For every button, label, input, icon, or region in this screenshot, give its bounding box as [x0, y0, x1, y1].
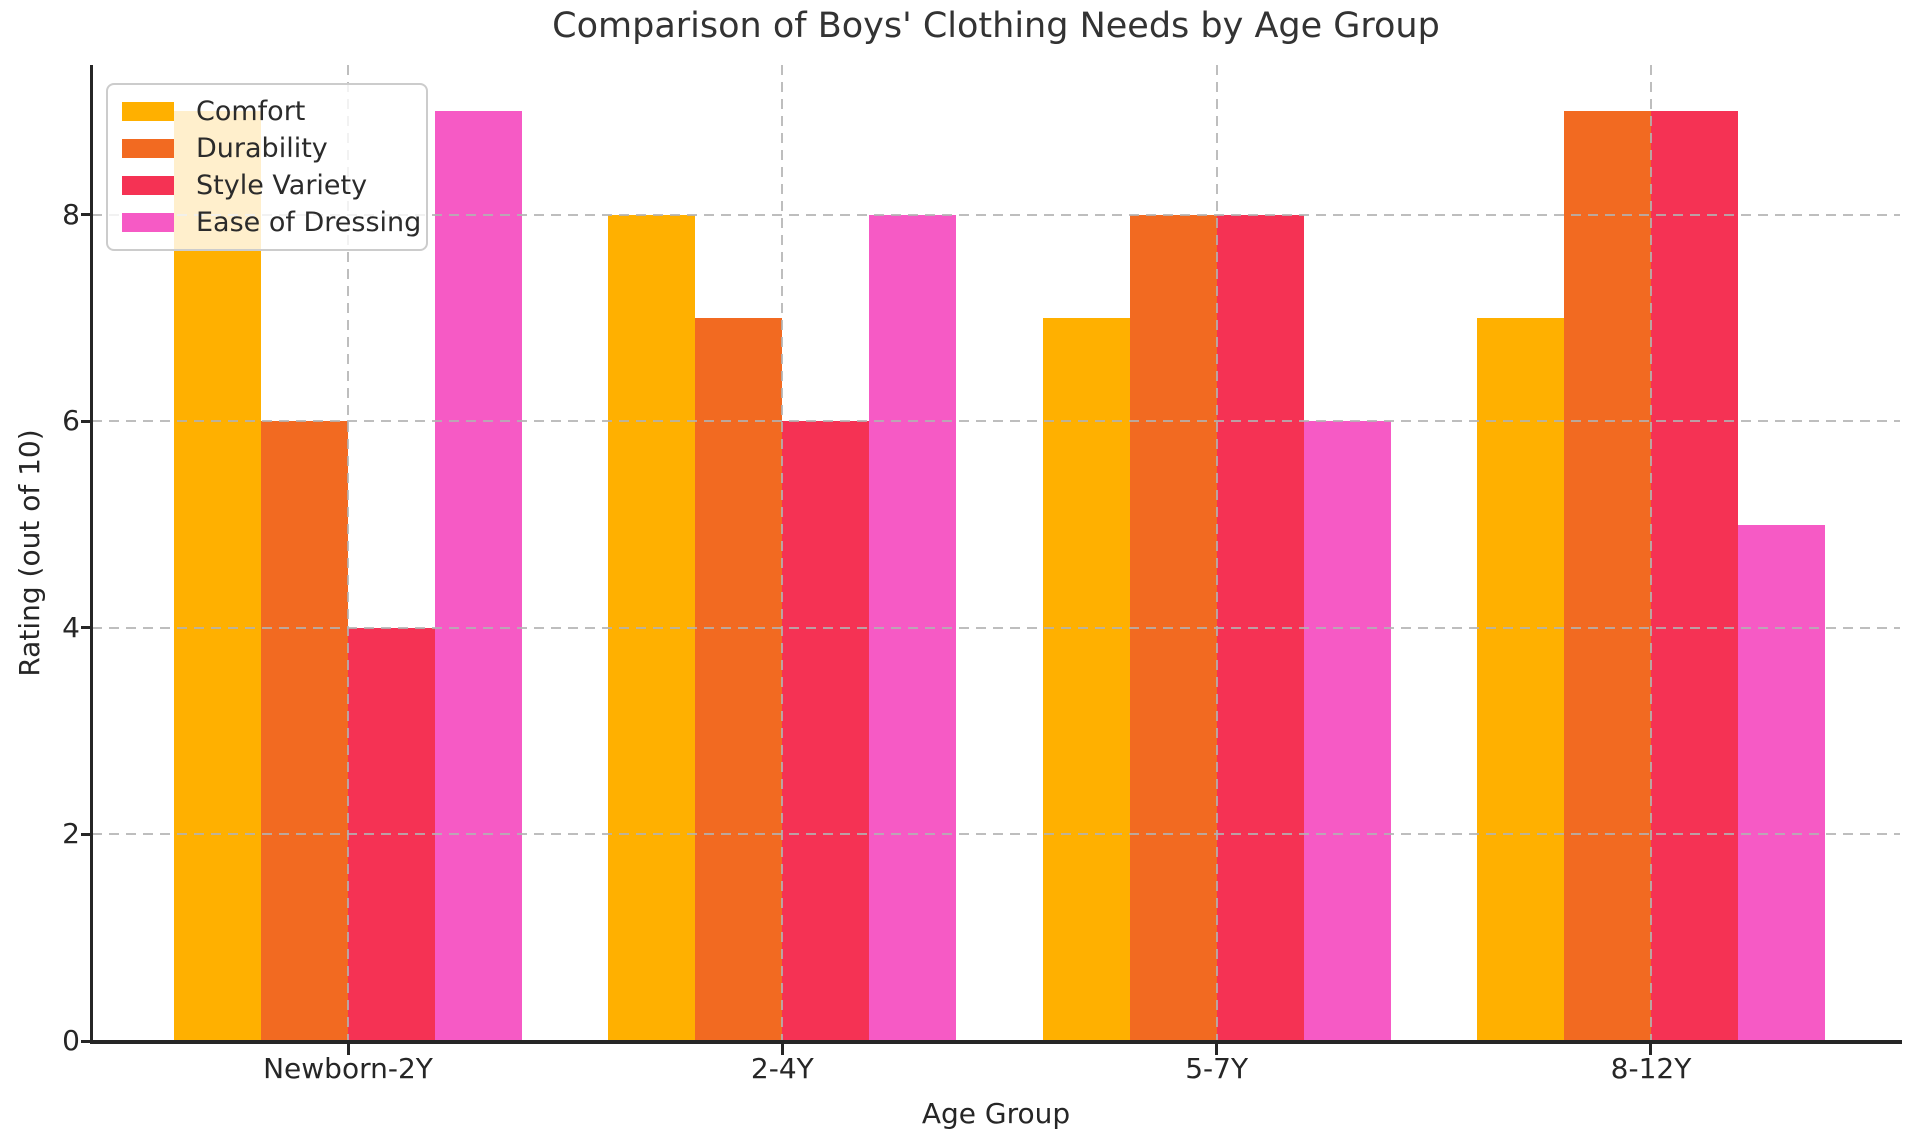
- gridline-x-Newborn-2Y: [347, 65, 349, 1041]
- y-tick-label-8: 8: [62, 197, 80, 231]
- gridline-x-5-7Y: [1215, 65, 1218, 1041]
- y-axis-spine: [90, 65, 93, 1044]
- legend-label-durability: Durability: [196, 133, 328, 164]
- gridline-x-8-12Y: [1649, 65, 1652, 1041]
- bar-style-variety-2-4Y: [782, 421, 870, 1041]
- gridline-y-8: [92, 213, 1900, 216]
- legend-item-style-variety: Style Variety: [122, 167, 412, 204]
- legend-label-ease-of-dressing: Ease of Dressing: [196, 207, 422, 238]
- bar-comfort-8-12Y: [1476, 318, 1564, 1041]
- gridline-y-2: [92, 833, 1900, 836]
- x-tick-label-8-12Y: 8-12Y: [1610, 1052, 1692, 1085]
- legend-swatch-comfort: [122, 102, 174, 121]
- legend-swatch-style-variety: [122, 176, 174, 195]
- y-tick-mark-2: [81, 832, 92, 836]
- gridline-x-2-4Y: [781, 65, 784, 1041]
- gridline-y-4: [92, 626, 1900, 629]
- y-tick-mark-0: [81, 1039, 92, 1043]
- x-axis-spine: [90, 1040, 1902, 1044]
- y-tick-mark-6: [81, 419, 92, 423]
- y-tick-mark-8: [81, 213, 92, 217]
- y-tick-label-6: 6: [62, 404, 80, 438]
- bar-ease-of-dressing-Newborn-2Y: [435, 111, 522, 1041]
- legend-label-style-variety: Style Variety: [196, 170, 368, 201]
- y-tick-label-4: 4: [62, 610, 80, 644]
- chart-title: Comparison of Boys' Clothing Needs by Ag…: [552, 6, 1440, 46]
- bar-durability-8-12Y: [1563, 111, 1651, 1041]
- x-tick-mark-Newborn-2Y: [346, 1044, 350, 1055]
- x-tick-label-5-7Y: 5-7Y: [1185, 1052, 1249, 1085]
- x-tick-label-Newborn-2Y: Newborn-2Y: [263, 1052, 433, 1085]
- bar-durability-2-4Y: [695, 318, 783, 1041]
- y-tick-label-0: 0: [62, 1024, 80, 1057]
- y-tick-mark-4: [81, 626, 92, 630]
- bar-ease-of-dressing-5-7Y: [1303, 421, 1391, 1041]
- bar-style-variety-8-12Y: [1650, 111, 1738, 1041]
- x-tick-mark-5-7Y: [1215, 1044, 1219, 1055]
- legend-label-comfort: Comfort: [196, 96, 306, 127]
- x-tick-mark-2-4Y: [780, 1044, 784, 1055]
- bar-comfort-5-7Y: [1042, 318, 1130, 1041]
- legend-item-comfort: Comfort: [122, 93, 412, 130]
- x-axis-label: Age Group: [921, 1097, 1071, 1130]
- bar-durability-Newborn-2Y: [261, 421, 348, 1041]
- legend-swatch-ease-of-dressing: [122, 213, 174, 232]
- gridline-y-6: [92, 420, 1900, 423]
- bar-comfort-Newborn-2Y: [174, 111, 261, 1041]
- bar-ease-of-dressing-8-12Y: [1737, 524, 1825, 1041]
- legend: Comfort Durability Style Variety Ease of…: [106, 83, 428, 251]
- x-tick-mark-8-12Y: [1649, 1044, 1653, 1055]
- legend-item-ease-of-dressing: Ease of Dressing: [122, 204, 421, 241]
- y-tick-label-2: 2: [62, 817, 80, 851]
- legend-item-durability: Durability: [122, 130, 412, 167]
- legend-swatch-durability: [122, 139, 174, 158]
- x-tick-label-2-4Y: 2-4Y: [750, 1052, 814, 1085]
